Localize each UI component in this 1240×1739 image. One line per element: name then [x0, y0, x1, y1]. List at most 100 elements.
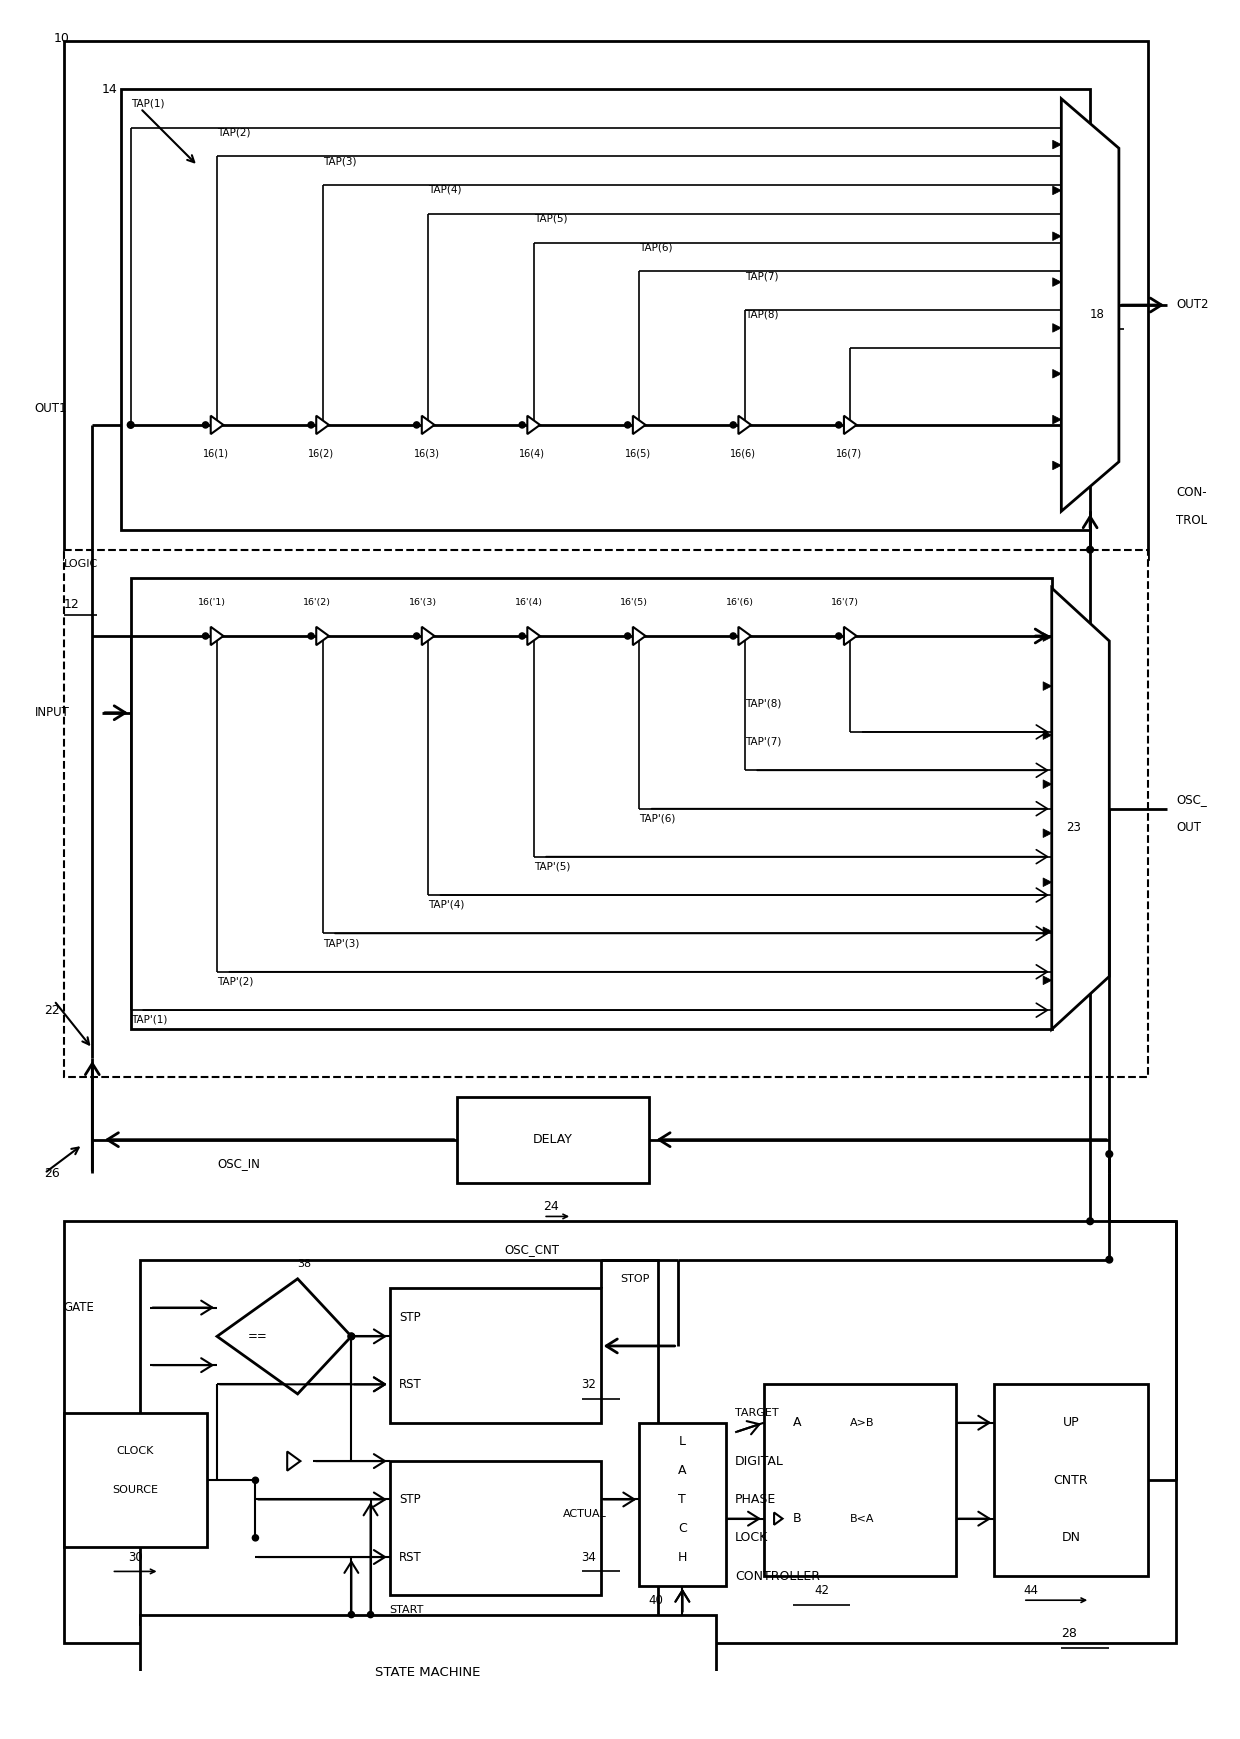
Circle shape	[625, 633, 631, 638]
Text: TAP'(8): TAP'(8)	[745, 697, 781, 708]
Polygon shape	[1053, 141, 1061, 150]
Text: C: C	[678, 1522, 687, 1536]
Text: OUT: OUT	[1177, 821, 1202, 835]
Circle shape	[1106, 1256, 1112, 1263]
Circle shape	[1106, 1151, 1112, 1158]
Text: 28: 28	[1061, 1628, 1078, 1640]
Text: TAP(6): TAP(6)	[639, 242, 672, 252]
Circle shape	[730, 423, 737, 428]
Polygon shape	[1053, 461, 1061, 470]
Bar	[63, 1221, 1177, 1643]
Polygon shape	[1053, 416, 1061, 424]
Circle shape	[253, 1536, 258, 1541]
Text: 16(6): 16(6)	[730, 449, 756, 459]
Text: B: B	[792, 1513, 801, 1525]
Circle shape	[348, 1334, 355, 1339]
Circle shape	[308, 633, 314, 638]
Text: DIGITAL: DIGITAL	[735, 1454, 784, 1468]
Text: OSC_IN: OSC_IN	[217, 1156, 260, 1170]
Text: 22: 22	[45, 1003, 60, 1017]
Polygon shape	[1061, 99, 1118, 511]
Text: L: L	[678, 1435, 686, 1449]
Text: LOGIC: LOGIC	[63, 560, 98, 569]
Text: 23: 23	[1066, 821, 1081, 835]
Text: STATE MACHINE: STATE MACHINE	[376, 1666, 481, 1678]
Text: 16(5): 16(5)	[625, 449, 651, 459]
Text: STOP: STOP	[620, 1273, 650, 1283]
Text: 30: 30	[128, 1551, 143, 1563]
Text: TAP(8): TAP(8)	[745, 310, 779, 320]
Text: SOURCE: SOURCE	[113, 1485, 159, 1496]
Polygon shape	[1043, 682, 1052, 690]
Text: 16(7): 16(7)	[836, 449, 862, 459]
Polygon shape	[217, 1278, 351, 1395]
Text: TAP'(4): TAP'(4)	[428, 899, 465, 909]
Bar	[140, 1614, 715, 1730]
Polygon shape	[316, 626, 329, 645]
Text: TAP(1): TAP(1)	[130, 99, 164, 108]
Circle shape	[348, 1612, 355, 1617]
Polygon shape	[632, 416, 646, 435]
Text: 16'(2): 16'(2)	[304, 598, 331, 607]
Bar	[130, 579, 1052, 1029]
Polygon shape	[1053, 186, 1061, 195]
Bar	[63, 42, 1148, 560]
Polygon shape	[422, 626, 434, 645]
Polygon shape	[738, 626, 751, 645]
Text: TAP'(2): TAP'(2)	[217, 976, 253, 986]
Text: ACTUAL: ACTUAL	[563, 1509, 606, 1518]
Text: A: A	[678, 1464, 687, 1476]
Text: 38: 38	[298, 1259, 311, 1269]
Text: TAP'(6): TAP'(6)	[639, 814, 676, 823]
Circle shape	[348, 1334, 355, 1339]
Text: 18: 18	[1090, 308, 1105, 322]
Polygon shape	[211, 626, 223, 645]
Text: 16(3): 16(3)	[414, 449, 440, 459]
Text: ==: ==	[248, 1330, 267, 1343]
Polygon shape	[1043, 830, 1052, 838]
Text: 16'(5): 16'(5)	[620, 598, 649, 607]
Text: TAP'(7): TAP'(7)	[745, 737, 781, 746]
Text: TAP(5): TAP(5)	[533, 214, 567, 224]
Circle shape	[625, 423, 631, 428]
Circle shape	[202, 633, 208, 638]
Text: OSC_: OSC_	[1177, 793, 1208, 805]
Text: CONTROLLER: CONTROLLER	[735, 1570, 820, 1582]
Polygon shape	[738, 416, 751, 435]
Polygon shape	[422, 416, 434, 435]
Polygon shape	[844, 626, 857, 645]
Polygon shape	[288, 1452, 300, 1471]
Text: 16(4): 16(4)	[520, 449, 546, 459]
Text: 16(2): 16(2)	[309, 449, 335, 459]
Text: DELAY: DELAY	[533, 1134, 573, 1146]
Polygon shape	[1043, 878, 1052, 887]
Polygon shape	[1052, 588, 1110, 1029]
Bar	[764, 1384, 956, 1576]
Polygon shape	[632, 626, 646, 645]
Polygon shape	[774, 1513, 782, 1525]
Text: PHASE: PHASE	[735, 1494, 776, 1506]
Text: OSC_CNT: OSC_CNT	[505, 1243, 560, 1257]
Text: STP: STP	[399, 1311, 420, 1323]
Polygon shape	[844, 416, 857, 435]
Text: TAP(3): TAP(3)	[322, 157, 356, 167]
Text: 16'(3): 16'(3)	[409, 598, 436, 607]
Polygon shape	[1053, 231, 1061, 240]
Polygon shape	[211, 416, 223, 435]
Text: 10: 10	[55, 31, 69, 45]
Circle shape	[413, 633, 419, 638]
Text: 14: 14	[102, 83, 118, 96]
Circle shape	[413, 423, 419, 428]
Text: B<A: B<A	[851, 1513, 874, 1523]
Text: 16('1): 16('1)	[198, 598, 226, 607]
Polygon shape	[1053, 323, 1061, 332]
Text: START: START	[389, 1605, 424, 1616]
Polygon shape	[1043, 779, 1052, 788]
Polygon shape	[1043, 730, 1052, 739]
Circle shape	[836, 423, 842, 428]
Text: 42: 42	[813, 1584, 830, 1596]
Polygon shape	[316, 416, 329, 435]
Text: LOCK: LOCK	[735, 1532, 769, 1544]
Text: TAP(7): TAP(7)	[745, 271, 779, 282]
Circle shape	[1086, 546, 1094, 553]
